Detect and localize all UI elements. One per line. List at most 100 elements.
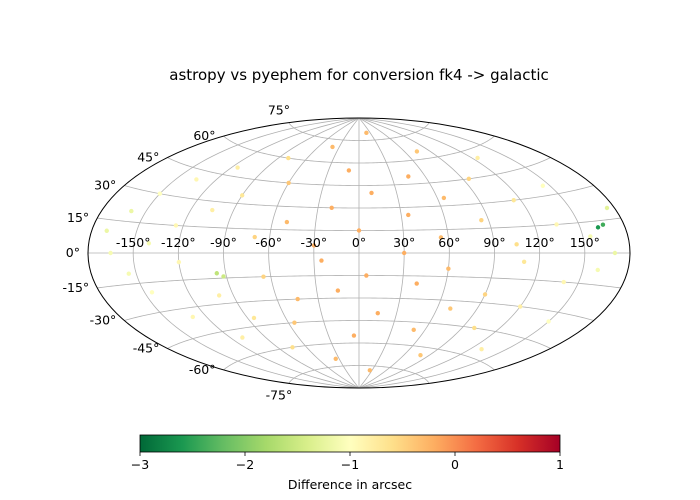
data-point — [401, 250, 407, 256]
parallel-line — [167, 157, 551, 186]
latitude-tick-label: 15° — [67, 210, 89, 225]
data-point — [129, 208, 134, 214]
data-point — [479, 217, 484, 223]
parallel-line — [288, 122, 430, 141]
data-point — [284, 219, 290, 225]
colorbar-tick-label: −2 — [236, 457, 254, 472]
data-point — [356, 228, 362, 233]
data-point — [216, 293, 222, 298]
latitude-tick-label: 45° — [137, 150, 159, 165]
data-point — [364, 130, 369, 136]
graticule — [88, 117, 630, 389]
parallel-line — [223, 342, 495, 371]
parallel-line — [97, 275, 621, 289]
longitude-tick-label: -30° — [300, 235, 327, 250]
data-point — [479, 347, 484, 352]
longitude-tick-label: 60° — [438, 235, 460, 250]
data-point — [466, 176, 472, 181]
data-point — [612, 250, 618, 256]
data-point — [521, 259, 527, 264]
data-point — [335, 288, 341, 293]
colorbar-tick-label: −1 — [341, 457, 359, 472]
data-point — [104, 228, 109, 233]
data-point — [292, 320, 297, 325]
data-point — [346, 168, 352, 173]
data-point — [441, 195, 447, 201]
data-point — [518, 304, 523, 309]
data-point — [595, 225, 601, 230]
data-point — [261, 274, 266, 279]
data-point — [149, 290, 155, 295]
data-point — [514, 242, 519, 247]
data-point — [540, 183, 546, 188]
latitude-tick-label: -45° — [133, 341, 160, 356]
longitude-tick-label: 120° — [525, 235, 555, 250]
data-point — [251, 315, 257, 321]
data-point — [173, 223, 179, 228]
data-point — [210, 207, 215, 213]
data-point — [554, 222, 559, 227]
latitude-tick-labels: -75° -60° -45° -30° -15° 0° 15° 30° 45° 60° 75° — [63, 103, 293, 403]
data-point — [240, 335, 245, 340]
data-point — [446, 266, 451, 271]
colorbar-label: Difference in arcsec — [288, 477, 412, 492]
data-point — [286, 155, 291, 161]
longitude-tick-label: -120° — [161, 235, 196, 250]
data-point — [448, 306, 453, 311]
data-point — [333, 356, 338, 362]
data-point — [418, 352, 423, 358]
colorbar-tick-label: 0 — [451, 457, 459, 472]
data-point — [414, 281, 419, 286]
data-point — [364, 273, 369, 278]
data-point — [319, 258, 324, 263]
data-point — [311, 243, 317, 248]
chart-title: astropy vs pyephem for conversion fk4 ->… — [169, 66, 548, 84]
data-point — [235, 165, 240, 170]
latitude-tick-label: 0° — [66, 245, 80, 260]
data-point — [546, 319, 551, 324]
longitude-tick-label: -150° — [116, 235, 151, 250]
data-point — [239, 193, 245, 198]
data-point — [286, 180, 291, 186]
latitude-tick-label: -75° — [266, 387, 293, 402]
data-point — [375, 310, 380, 316]
data-point — [176, 259, 182, 265]
data-point — [561, 279, 566, 285]
latitude-tick-label: 30° — [94, 178, 116, 193]
longitude-tick-label: 90° — [483, 235, 505, 250]
data-point — [438, 235, 444, 240]
longitude-tick-label: 0° — [352, 235, 366, 250]
longitude-tick-label: 30° — [393, 235, 415, 250]
longitude-tick-label: 150° — [570, 235, 600, 250]
data-point — [472, 325, 477, 331]
data-point — [194, 177, 199, 182]
latitude-tick-label: 60° — [193, 128, 215, 143]
data-point — [190, 314, 196, 320]
data-point — [406, 212, 411, 218]
data-point — [604, 205, 610, 211]
data-point — [329, 205, 334, 210]
data-point — [108, 250, 113, 256]
data-point — [146, 241, 152, 246]
data-point — [252, 234, 257, 240]
data-point — [411, 327, 416, 333]
data-point — [414, 149, 420, 154]
scatter-points — [104, 130, 618, 373]
data-point — [126, 271, 131, 276]
latitude-tick-label: -30° — [90, 313, 117, 328]
data-point — [221, 274, 226, 279]
longitude-tick-labels: -150° -120° -90° -60° -30° 0° 30° 60° 90° 120° 150… — [116, 235, 600, 250]
data-point — [214, 271, 219, 276]
colorbar: −3 −2 −1 0 1 Difference in arcsec — [131, 434, 564, 492]
colorbar-tick-label: −3 — [131, 457, 149, 472]
data-point — [351, 333, 357, 338]
colorbar-tick-label: 1 — [556, 457, 564, 472]
longitude-tick-label: -90° — [210, 235, 237, 250]
data-point — [595, 267, 600, 273]
latitude-tick-label: -15° — [63, 280, 90, 295]
data-point — [295, 296, 300, 302]
data-point — [367, 368, 373, 373]
parallel-line — [124, 185, 594, 209]
colorbar-gradient — [139, 434, 561, 453]
latitude-tick-label: 75° — [268, 103, 290, 118]
